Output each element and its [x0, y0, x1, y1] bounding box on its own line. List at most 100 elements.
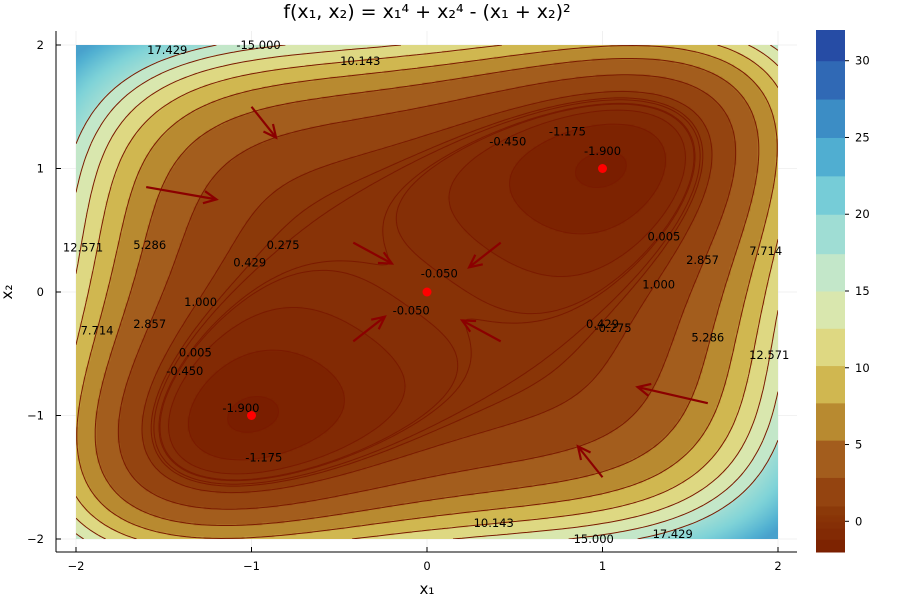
colorbar-band	[816, 328, 845, 367]
colorbar-band	[816, 99, 845, 138]
contour-label: -1.175	[245, 450, 282, 464]
y-tick-label: −2	[27, 532, 44, 546]
contour-label: 0.275	[267, 238, 300, 252]
gradient-arrows	[146, 106, 709, 478]
contour-line	[76, 45, 778, 539]
colorbar-band	[816, 440, 845, 478]
contour-label: 10.143	[474, 516, 514, 530]
colorbar-tick-label: 10	[855, 361, 870, 375]
contour-label: 7.714	[749, 244, 782, 258]
critical-points	[247, 164, 607, 420]
colorbar-band	[816, 528, 845, 540]
contour-line	[141, 90, 713, 494]
gradient-arrow	[352, 315, 387, 343]
colorbar-band	[816, 60, 845, 100]
contour-label: 15.000	[574, 532, 614, 546]
contour-labels: 17.429 -15.000 10.143 -0.450 -1.175 -1.900 12.…	[63, 38, 789, 546]
contour-line	[94, 58, 760, 526]
x-tick-label: −2	[68, 559, 85, 573]
x-tick-label: 1	[599, 559, 606, 573]
contour-line	[150, 97, 704, 487]
critical-point	[247, 411, 256, 420]
gradient-arrow	[146, 185, 219, 205]
colorbar-tick-label: 0	[855, 514, 862, 528]
gradient-arrow	[576, 444, 604, 478]
contour-label: -0.450	[166, 364, 203, 378]
colorbar-band	[816, 30, 845, 62]
contour-label: 2.857	[686, 253, 719, 267]
colorbar: 0 5 10 15 20 25 30	[816, 30, 870, 553]
contour-label: 0.429	[233, 255, 266, 269]
contour-label: -0.050	[393, 304, 430, 318]
x-tick-label: 0	[423, 559, 430, 573]
contour-label: 5.286	[691, 331, 724, 345]
contour-label: 5.286	[133, 238, 166, 252]
colorbar-tick-label: 20	[855, 207, 870, 221]
gradient-arrow	[467, 241, 502, 269]
contour-line	[168, 109, 686, 475]
colorbar-band	[816, 291, 845, 329]
x-axis-label: x₁	[420, 580, 435, 598]
colorbar-band	[816, 253, 845, 292]
contour-label: 1.000	[642, 278, 675, 292]
colorbar-band	[816, 539, 845, 551]
contour-label: -0.050	[421, 266, 458, 280]
contour-label: 7.714	[81, 323, 114, 337]
y-tick-label: 0	[37, 285, 44, 299]
x-tick-label: −1	[243, 559, 260, 573]
contour-line	[188, 123, 666, 461]
y-axis-ticks: −2 −1 0 1 2	[27, 38, 61, 546]
contour-lines	[76, 45, 778, 539]
critical-point	[598, 164, 607, 173]
colorbar-band	[816, 365, 845, 404]
contour-line	[76, 45, 778, 539]
contour-label: 0.005	[179, 346, 212, 360]
contour-label: 0.429	[586, 317, 619, 331]
contour-label: 12.571	[63, 241, 103, 255]
contour-line	[159, 103, 695, 481]
colorbar-tick-label: 25	[855, 130, 870, 144]
colorbar-band	[816, 521, 845, 523]
colorbar-band	[816, 522, 845, 529]
x-axis-ticks: −2 −1 0 1 2	[68, 547, 782, 573]
gradient-arrow	[250, 106, 278, 140]
colorbar-band	[816, 550, 845, 553]
colorbar-band	[816, 505, 845, 516]
contour-label: -0.450	[489, 134, 526, 148]
colorbar-band	[816, 514, 845, 518]
contour-label: -15.000	[236, 38, 280, 52]
y-tick-label: −1	[27, 409, 44, 423]
y-axis-label: x₂	[0, 285, 16, 300]
contour-line	[76, 45, 778, 539]
contour-label: 0.005	[647, 229, 680, 243]
contour-label: 17.429	[147, 43, 187, 57]
colorbar-band	[816, 137, 845, 177]
contour-line	[227, 151, 627, 433]
contour-label: -1.175	[549, 124, 586, 138]
colorbar-band	[816, 402, 845, 441]
chart-title: f(x₁, x₂) = x₁⁴ + x₂⁴ - (x₁ + x₂)²	[283, 1, 570, 23]
critical-point	[422, 287, 432, 297]
colorbar-tick-label: 5	[855, 438, 862, 452]
gradient-arrow	[635, 382, 709, 405]
contour-label: 2.857	[133, 317, 166, 331]
contour-line	[117, 74, 737, 510]
contour-label: 17.429	[653, 527, 693, 541]
colorbar-band	[816, 214, 845, 255]
contour-label: 12.571	[749, 348, 789, 362]
contour-line	[158, 102, 696, 482]
contour-line	[76, 45, 778, 539]
contour-line	[76, 45, 778, 539]
contour-label: -1.900	[584, 144, 621, 158]
contour-label: 1.000	[184, 295, 217, 309]
x-tick-label: 2	[774, 559, 781, 573]
colorbar-band	[816, 517, 845, 522]
colorbar-tick-label: 30	[855, 54, 870, 68]
y-tick-label: 2	[37, 38, 44, 52]
contour-label: 10.143	[340, 54, 380, 68]
contour-line	[153, 99, 701, 485]
colorbar-tick-label: 15	[855, 284, 870, 298]
gradient-arrow	[459, 319, 502, 343]
y-tick-label: 1	[37, 162, 44, 176]
